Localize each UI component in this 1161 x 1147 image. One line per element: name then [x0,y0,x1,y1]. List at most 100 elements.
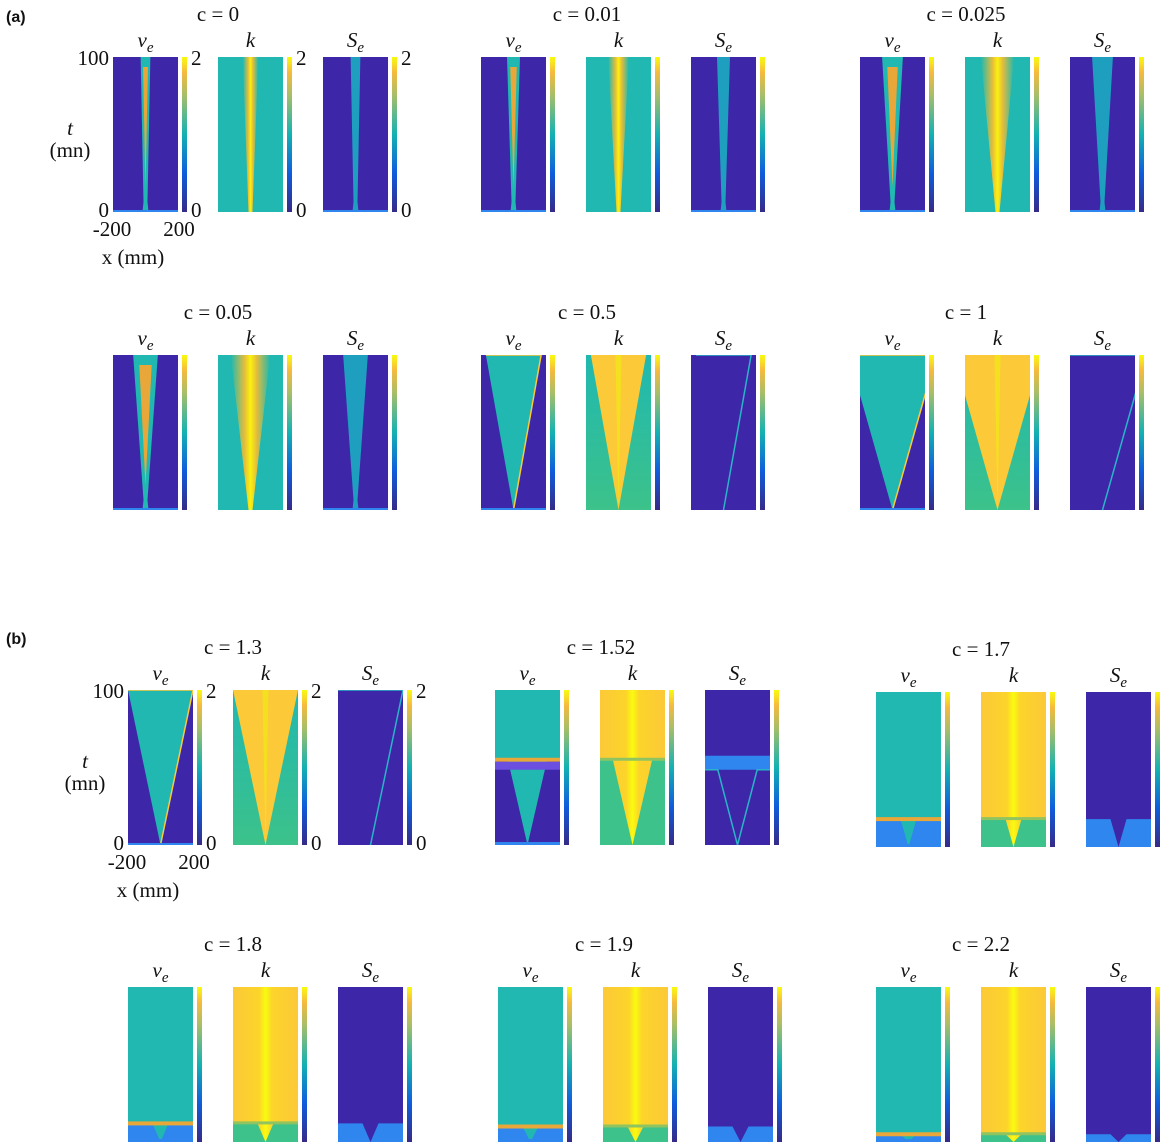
plot-title: k [246,326,256,350]
plot-title: Se [729,661,747,689]
symbol: S [715,28,726,52]
wedge [128,690,193,845]
background [498,987,563,1142]
plot-title: k [261,958,271,982]
plot-title: ve [153,958,169,986]
heatmap [498,987,563,1142]
colorbar [929,57,934,212]
y-tick-label: 100 [93,679,125,703]
colorbar [1050,987,1055,1142]
background [708,987,773,1142]
subscript: e [529,673,536,689]
base-line [876,1139,941,1142]
front-line [600,757,665,761]
wedge-core [262,690,269,845]
wedge-edge [695,355,752,510]
base-line [481,210,546,212]
symbol: k [1009,958,1019,982]
background [338,987,403,1142]
base-line [1070,210,1135,212]
colorbar [1034,355,1039,510]
front-region [981,1134,1046,1142]
heatmap [981,692,1046,847]
plot-title: k [614,28,624,52]
front-line [981,1132,1046,1136]
front-line [876,817,941,822]
plume [230,355,271,510]
heatmap [128,987,193,1142]
background [338,690,403,845]
subfigure-title: c = 1.7 [952,637,1010,661]
colorbar [302,987,307,1142]
front-band [495,761,560,770]
wedge [860,355,925,510]
base-line [323,210,388,212]
plot-title: k [993,28,1003,52]
front-line [603,1124,668,1128]
colorbar [550,355,555,510]
heatmap [113,355,178,510]
front-region [981,819,1046,847]
wedge-core [615,355,622,510]
heatmap [691,57,756,212]
plot-title: k [628,661,638,685]
subscript: e [742,970,749,986]
colorbar [655,355,660,510]
subscript: e [532,970,539,986]
front-edge [705,769,770,845]
subscript: e [147,338,154,354]
heatmap [338,987,403,1142]
x-tick-label: 200 [178,850,210,874]
colorbar [945,987,950,1142]
symbol: S [732,958,743,982]
plot-title: ve [901,958,917,986]
wedge-edge [338,690,403,845]
plot-title: Se [732,958,750,986]
colorbar [760,355,765,510]
heatmap [965,355,1030,510]
base-line [876,844,941,847]
plot-title: ve [885,28,901,56]
subscript: e [372,970,379,986]
colorbar [1034,57,1039,212]
background [876,987,941,1142]
y-label: t [82,749,89,773]
subfigure-title: c = 1 [945,300,987,324]
subscript: e [1120,970,1127,986]
colorbar [407,987,412,1142]
colorbar [182,57,187,212]
base-line [128,843,193,845]
plume-core [887,67,898,187]
heatmap [600,690,665,845]
x-label: x (mm) [102,245,164,269]
front-band [705,755,770,770]
background [1070,355,1135,510]
colorbar [760,57,765,212]
subscript: e [725,40,732,56]
base-line [860,210,925,212]
heatmap [1086,692,1151,847]
subscript: e [894,40,901,56]
subscript: e [910,970,917,986]
colorbar [197,690,202,845]
heatmap [481,355,546,510]
symbol: S [1110,958,1121,982]
heatmap [876,692,941,847]
front-region [1086,1134,1151,1142]
heatmap [603,987,668,1142]
plot-title: ve [520,661,536,689]
subfigure-title: c = 1.9 [575,932,633,956]
plot-title: Se [1110,958,1128,986]
plume [608,57,629,212]
heatmap [323,57,388,212]
heatmap [860,57,925,212]
heatmap [965,57,1030,212]
symbol: v [153,958,163,982]
symbol: v [901,663,911,687]
subfigure-title: c = 0 [197,2,239,26]
symbol: v [153,661,163,685]
plot-title: Se [715,326,733,354]
y-tick-label: 0 [114,831,125,855]
symbol: v [901,958,911,982]
